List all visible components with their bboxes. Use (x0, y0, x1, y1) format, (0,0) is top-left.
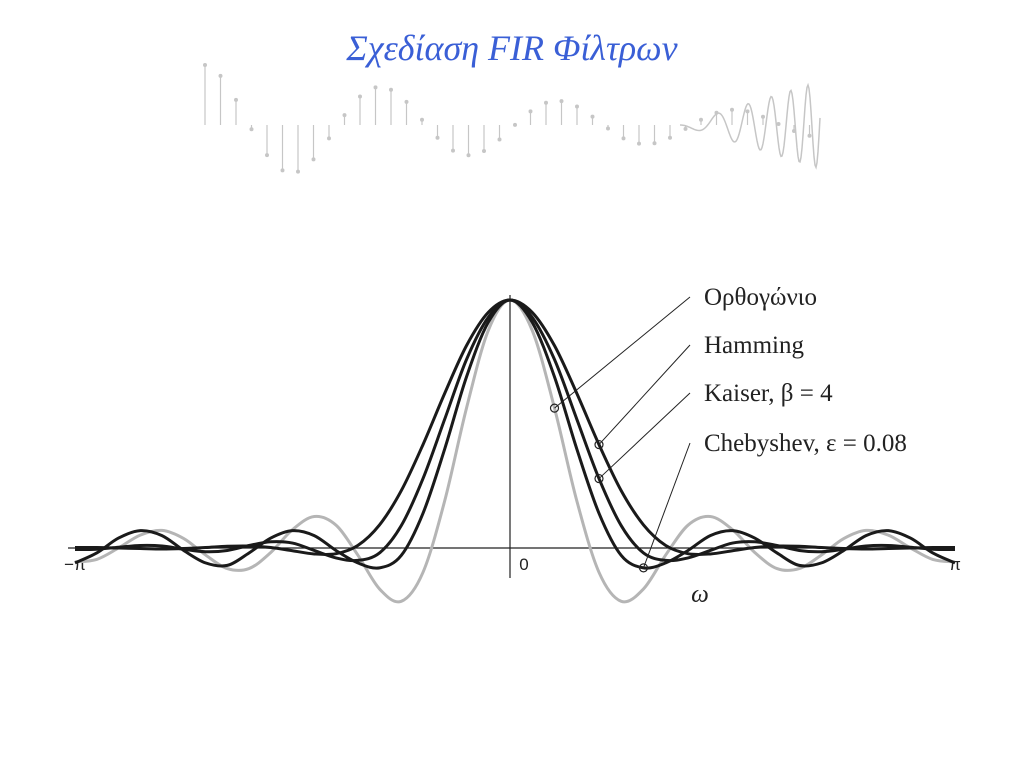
banner-dot (451, 148, 455, 153)
banner-dot (590, 114, 595, 119)
banner-dot (466, 153, 471, 158)
banner-dot (296, 169, 300, 174)
banner-dot (435, 135, 440, 140)
banner-dot (311, 157, 316, 162)
decorative-banner (203, 63, 821, 174)
banner-dot (652, 141, 657, 146)
banner-dot (730, 107, 734, 112)
banner-dot (606, 126, 610, 131)
banner-chirp (679, 82, 821, 170)
chart: −π 0 π ω Ορθογώνιο Hamming Kaiser, β = 4 Chebys… (64, 284, 961, 608)
banner-dot (807, 133, 812, 138)
leader-line (598, 392, 691, 479)
banner-dot (234, 97, 238, 102)
banner-dot (218, 73, 223, 78)
banner-dot (668, 135, 672, 140)
banner-dot (761, 114, 765, 119)
banner-dot (497, 137, 502, 142)
banner-dot (342, 113, 347, 118)
slide-title: Σχεδίαση FIR Φίλτρων (345, 28, 677, 68)
legend-label: Hamming (704, 332, 804, 359)
annotation-marker (549, 403, 560, 413)
x-tick-label: −π (64, 555, 86, 574)
banner-dot (745, 109, 750, 114)
legend-label: Chebyshev, ε = 0.08 (704, 430, 907, 457)
x-tick-label: π (949, 555, 961, 574)
banner-dot (389, 87, 393, 92)
annotation-marker (594, 473, 604, 484)
leader-line (643, 442, 691, 569)
legend-label: Kaiser, β = 4 (704, 380, 833, 407)
banner-dot (683, 126, 688, 131)
banner-dot (203, 63, 207, 67)
banner-dot (513, 122, 517, 127)
banner-dot (373, 85, 378, 90)
banner-dot (249, 127, 254, 132)
x-tick-label: 0 (519, 555, 528, 574)
banner-dot (575, 104, 579, 109)
banner-dot (699, 117, 703, 122)
banner-dot (265, 153, 269, 158)
banner-dot (559, 99, 564, 104)
banner-dot (280, 168, 285, 173)
annotation-marker (638, 563, 649, 573)
banner-dot (776, 122, 781, 127)
banner-dot (637, 141, 641, 146)
banner-dot (482, 148, 486, 153)
series-line (74, 298, 956, 557)
leader-line (598, 344, 691, 445)
leader-line (554, 296, 691, 409)
banner-dot (404, 99, 409, 104)
banner-dot (358, 94, 362, 99)
banner-dot (528, 109, 533, 114)
annotation-marker (594, 439, 604, 450)
series-line (74, 298, 956, 570)
x-axis-label: ω (691, 581, 709, 608)
banner-dot (327, 136, 331, 141)
banner-dot (621, 136, 626, 141)
banner-dot (544, 100, 548, 105)
legend-label: Ορθογώνιο (704, 284, 817, 311)
banner-dot (420, 117, 424, 122)
